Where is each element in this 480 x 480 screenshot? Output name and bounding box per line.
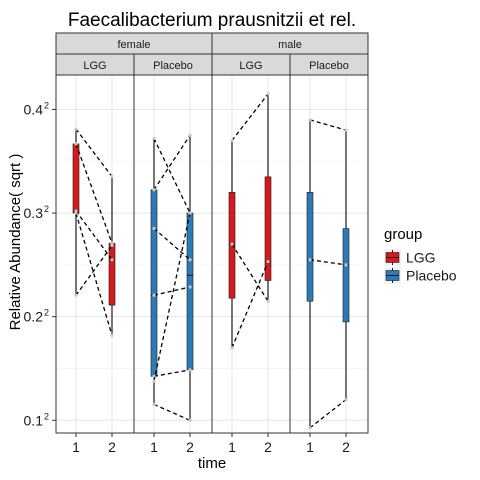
data-point	[152, 379, 155, 382]
data-point	[266, 260, 269, 263]
data-point	[188, 368, 191, 371]
legend: group LGG Placebo	[384, 226, 457, 284]
x-axis-label: time	[198, 455, 226, 472]
x-tick-label: 1	[72, 439, 80, 455]
panel-background	[134, 75, 212, 433]
data-point	[308, 258, 311, 261]
legend-title: group	[384, 226, 422, 243]
legend-item-lgg: LGG	[384, 249, 436, 266]
data-point	[188, 134, 191, 137]
panel-female-placebo: Placebo 1 2	[134, 54, 212, 455]
data-point	[110, 244, 113, 247]
x-tick-label: 1	[306, 439, 314, 455]
panel-female-lgg: LGG 1 2	[56, 54, 134, 455]
y-tick-label: 0.12	[24, 411, 49, 428]
data-point	[308, 426, 311, 429]
panel-background	[290, 75, 368, 433]
panel-background	[212, 75, 290, 433]
data-point	[188, 419, 191, 422]
data-point	[110, 175, 113, 178]
box-iqr	[343, 229, 349, 322]
y-tick-label: 0.22	[24, 308, 49, 325]
legend-label: LGG	[406, 250, 436, 266]
x-tick-label: 2	[108, 439, 116, 455]
y-tick-label: 0.32	[24, 204, 49, 221]
data-point	[344, 263, 347, 266]
data-point	[110, 258, 113, 261]
data-point	[188, 285, 191, 288]
facet-label-group: LGG	[83, 60, 106, 72]
x-tick-label: 2	[264, 439, 272, 455]
panel-background	[56, 75, 134, 433]
x-tick-label: 2	[342, 439, 350, 455]
data-point	[152, 188, 155, 191]
x-tick-label: 2	[186, 439, 194, 455]
facet-label-group: Placebo	[309, 60, 349, 72]
data-point	[74, 294, 77, 297]
data-point	[188, 211, 191, 214]
box-iqr	[151, 190, 157, 377]
box-iqr	[73, 144, 79, 213]
data-point	[152, 227, 155, 230]
data-point	[344, 129, 347, 132]
x-tick-label: 1	[150, 439, 158, 455]
data-point	[230, 243, 233, 246]
panel-male-placebo: Placebo 1 2	[290, 54, 368, 455]
data-point	[188, 258, 191, 261]
data-point	[230, 139, 233, 142]
facet-label-male: male	[278, 39, 302, 51]
data-point	[152, 403, 155, 406]
data-point	[110, 334, 113, 337]
panel-male-lgg: LGG 1 2	[212, 54, 290, 455]
data-point	[152, 294, 155, 297]
legend-items: LGG Placebo	[384, 249, 457, 284]
facet-label-group: LGG	[239, 60, 262, 72]
chart-title: Faecalibacterium prausnitzii et rel.	[68, 10, 356, 31]
plot-area: female male LGG 1 2 Placebo 1 2 LGG 1 2 Placebo 1 2 0.…	[24, 33, 368, 455]
data-point	[266, 300, 269, 303]
data-point	[344, 398, 347, 401]
y-tick-label: 0.42	[24, 100, 49, 117]
data-point	[74, 127, 77, 130]
legend-item-placebo: Placebo	[384, 267, 457, 284]
data-point	[74, 142, 77, 145]
data-point	[74, 211, 77, 214]
box-iqr	[265, 177, 271, 281]
data-point	[152, 137, 155, 140]
box-iqr	[187, 213, 193, 370]
facet-label-female: female	[117, 39, 150, 51]
y-axis-label: Relative Abundance( sqrt )	[7, 154, 24, 331]
data-point	[266, 92, 269, 95]
data-point	[230, 346, 233, 349]
facet-label-group: Placebo	[153, 60, 193, 72]
box-iqr	[109, 243, 115, 305]
x-tick-label: 1	[228, 439, 236, 455]
legend-label: Placebo	[406, 268, 457, 284]
data-point	[308, 118, 311, 121]
box-iqr	[307, 192, 313, 301]
